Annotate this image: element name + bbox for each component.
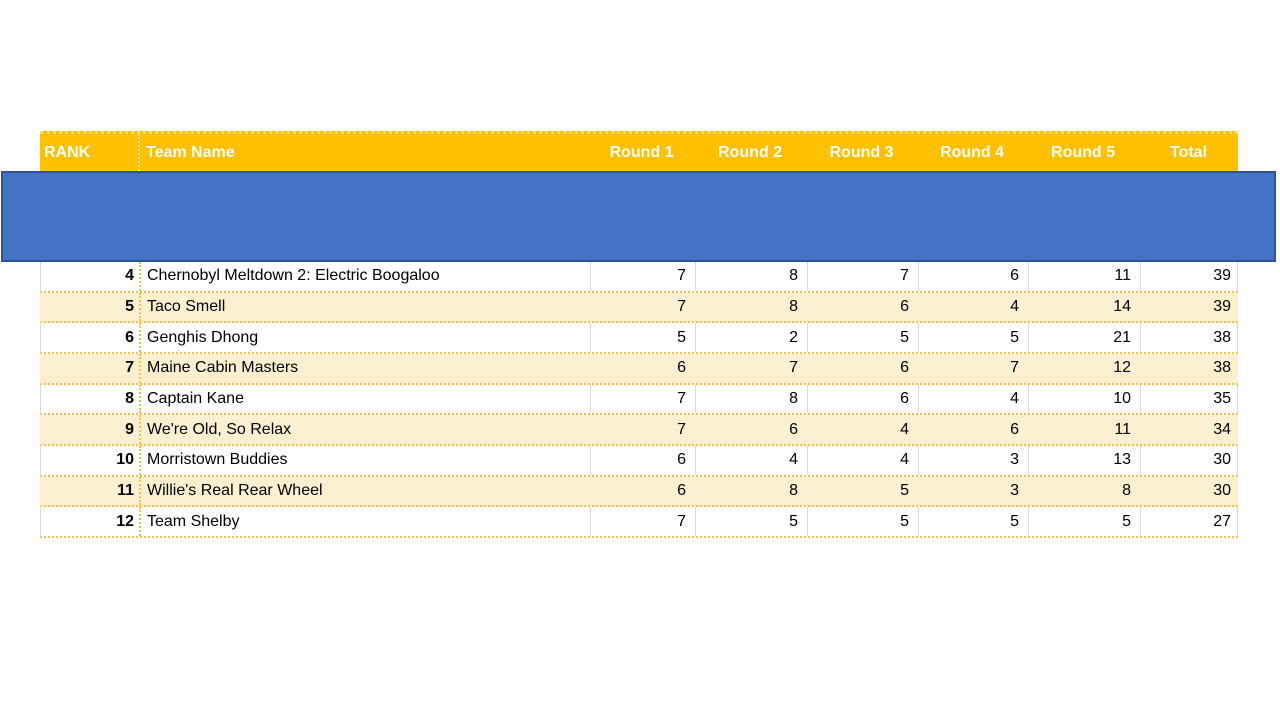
header-cell-total[interactable]: Total xyxy=(1169,143,1208,161)
cell-r1[interactable]: 7 xyxy=(677,420,686,438)
cell-r3[interactable]: 5 xyxy=(807,507,918,536)
table-row: 6 Genghis Dhong 5 2 5 5 21 38 xyxy=(40,323,1238,354)
cell-team[interactable]: Genghis Dhong xyxy=(139,323,590,352)
cell-total[interactable]: 39 xyxy=(1140,262,1237,291)
table-row: 5 Taco Smell 7 8 6 4 14 39 xyxy=(40,292,1238,324)
cell-rank[interactable]: 6 xyxy=(125,328,134,346)
cell-r2[interactable]: 4 xyxy=(695,445,807,475)
cell-r5[interactable]: 21 xyxy=(1028,323,1140,352)
cell-r5[interactable]: 14 xyxy=(1113,297,1131,315)
cell-r3[interactable]: 6 xyxy=(807,384,918,414)
cell-total[interactable]: 34 xyxy=(1213,420,1231,438)
cell-r1[interactable]: 7 xyxy=(590,384,695,414)
cell-total[interactable]: 35 xyxy=(1140,384,1237,414)
header-cell-rank[interactable]: RANK xyxy=(44,143,91,161)
table-row: 9 We're Old, So Relax 7 6 4 6 11 34 xyxy=(40,415,1238,446)
cell-r4[interactable]: 6 xyxy=(918,262,1028,291)
cell-r3[interactable]: 6 xyxy=(900,297,909,315)
cell-r2[interactable]: 8 xyxy=(789,481,798,499)
cell-rank[interactable]: 8 xyxy=(125,389,134,407)
table-row: 11 Willie's Real Rear Wheel 6 8 5 3 8 30 xyxy=(40,476,1238,508)
table-row: 4 Chernobyl Meltdown 2: Electric Boogaloo… xyxy=(40,262,1238,293)
cell-team[interactable]: Willie's Real Rear Wheel xyxy=(139,476,590,506)
cell-r5[interactable]: 10 xyxy=(1028,384,1140,414)
cell-r4[interactable]: 4 xyxy=(918,384,1028,414)
cell-r5[interactable]: 8 xyxy=(1122,481,1131,499)
cell-r4[interactable]: 6 xyxy=(1010,420,1019,438)
cell-r1[interactable]: 6 xyxy=(590,445,695,475)
cell-r3[interactable]: 5 xyxy=(900,481,909,499)
cell-r1[interactable]: 6 xyxy=(677,359,686,377)
cell-team[interactable]: Team Shelby xyxy=(139,507,590,536)
cell-team[interactable]: We're Old, So Relax xyxy=(139,415,590,444)
table-body: 4 Chernobyl Meltdown 2: Electric Boogaloo… xyxy=(40,260,1238,538)
cell-r2[interactable]: 2 xyxy=(695,323,807,352)
header-cell-r5[interactable]: Round 5 xyxy=(1051,143,1115,161)
cell-r2[interactable]: 8 xyxy=(789,297,798,315)
cell-team[interactable]: Captain Kane xyxy=(139,384,590,414)
cell-r1[interactable]: 5 xyxy=(590,323,695,352)
cell-team[interactable]: Chernobyl Meltdown 2: Electric Boogaloo xyxy=(139,262,590,291)
cell-r3[interactable]: 4 xyxy=(900,420,909,438)
table-row: 12 Team Shelby 7 5 5 5 5 27 xyxy=(40,507,1238,538)
cell-r1[interactable]: 6 xyxy=(677,481,686,499)
cell-team[interactable]: Maine Cabin Masters xyxy=(139,353,590,383)
cell-total[interactable]: 38 xyxy=(1140,323,1237,352)
cell-r4[interactable]: 3 xyxy=(1010,481,1019,499)
header-cell-r4[interactable]: Round 4 xyxy=(940,143,1004,161)
table-row: 8 Captain Kane 7 8 6 4 10 35 xyxy=(40,384,1238,416)
cell-total[interactable]: 30 xyxy=(1140,445,1237,475)
cell-total[interactable]: 39 xyxy=(1213,297,1231,315)
cell-r4[interactable]: 7 xyxy=(1010,359,1019,377)
table-row: 10 Morristown Buddies 6 4 4 3 13 30 xyxy=(40,445,1238,477)
cell-rank[interactable]: 12 xyxy=(116,512,134,530)
cell-total[interactable]: 30 xyxy=(1213,481,1231,499)
cell-r2[interactable]: 8 xyxy=(695,262,807,291)
cell-rank[interactable]: 4 xyxy=(125,267,134,285)
cell-rank[interactable]: 7 xyxy=(125,359,134,377)
cell-r3[interactable]: 6 xyxy=(900,359,909,377)
cell-r3[interactable]: 7 xyxy=(807,262,918,291)
cell-r2[interactable]: 7 xyxy=(789,359,798,377)
cell-total[interactable]: 38 xyxy=(1213,359,1231,377)
cell-r4[interactable]: 5 xyxy=(918,323,1028,352)
cell-r4[interactable]: 4 xyxy=(1010,297,1019,315)
table-header-row: RANK Team Name Round 1 Round 2 Round 3 Round … xyxy=(40,131,1238,171)
table-row: 7 Maine Cabin Masters 6 7 6 7 12 38 xyxy=(40,353,1238,385)
cell-total[interactable]: 27 xyxy=(1140,507,1237,536)
cell-r5[interactable]: 5 xyxy=(1028,507,1140,536)
cell-r1[interactable]: 7 xyxy=(677,297,686,315)
cell-rank[interactable]: 10 xyxy=(116,451,134,469)
cell-r4[interactable]: 3 xyxy=(918,445,1028,475)
cell-r2[interactable]: 5 xyxy=(695,507,807,536)
cell-r5[interactable]: 13 xyxy=(1028,445,1140,475)
header-cell-r2[interactable]: Round 2 xyxy=(718,143,782,161)
cell-r2[interactable]: 8 xyxy=(695,384,807,414)
header-cell-team[interactable]: Team Name xyxy=(138,134,589,171)
cover-shape-rectangle[interactable] xyxy=(1,171,1276,262)
cell-r5[interactable]: 12 xyxy=(1113,359,1131,377)
cell-r4[interactable]: 5 xyxy=(918,507,1028,536)
cell-r5[interactable]: 11 xyxy=(1028,262,1140,291)
cell-r2[interactable]: 6 xyxy=(789,420,798,438)
cell-rank[interactable]: 11 xyxy=(117,481,134,499)
cell-rank[interactable]: 9 xyxy=(125,420,134,438)
cell-r3[interactable]: 5 xyxy=(807,323,918,352)
cell-r5[interactable]: 11 xyxy=(1114,420,1131,438)
header-cell-r1[interactable]: Round 1 xyxy=(609,143,674,161)
header-cell-r3[interactable]: Round 3 xyxy=(829,143,894,161)
cell-rank[interactable]: 5 xyxy=(125,297,134,315)
cell-r1[interactable]: 7 xyxy=(590,262,695,291)
cell-r3[interactable]: 4 xyxy=(807,445,918,475)
cell-team[interactable]: Taco Smell xyxy=(139,292,590,322)
cell-r1[interactable]: 7 xyxy=(590,507,695,536)
cell-team[interactable]: Morristown Buddies xyxy=(139,445,590,475)
